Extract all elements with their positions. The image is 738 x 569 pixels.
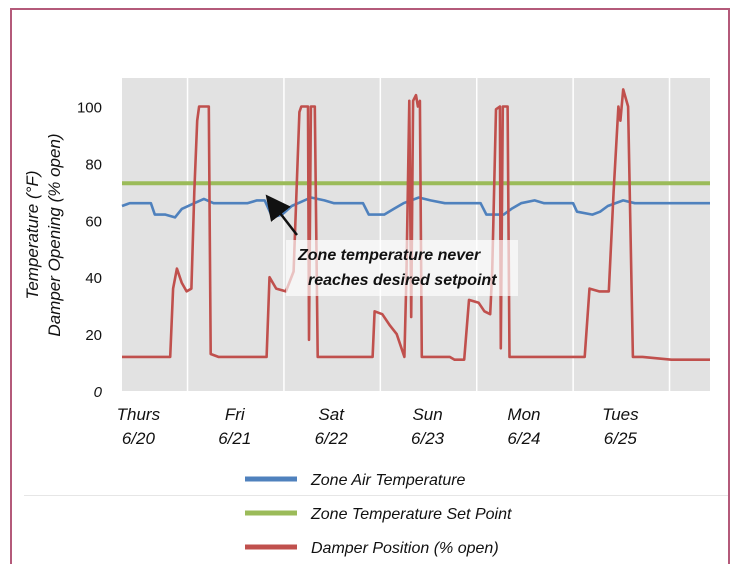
x-tick-date: 6/20 xyxy=(122,429,156,448)
divider xyxy=(24,495,728,496)
x-tick-date: 6/22 xyxy=(315,429,349,448)
legend-item-zone-temperature-set-point: Zone Temperature Set Point xyxy=(245,506,512,523)
y-axis-label-line1: Temperature (°F) xyxy=(23,171,42,300)
series-line-2 xyxy=(122,88,710,361)
y-tick-label: 0 xyxy=(94,384,103,401)
annotation-arrow xyxy=(265,194,298,236)
x-tick-date: 6/24 xyxy=(507,429,540,448)
x-tick-day: Thurs xyxy=(117,405,161,424)
x-tick-date: 6/21 xyxy=(218,429,251,448)
x-tick-labels: Thurs 6/20 Fri 6/21 Sat 6/22 Sun 6/23 Mon 6/24 Tue… xyxy=(117,405,639,448)
x-tick-day: Mon xyxy=(507,405,540,424)
legend-label-zone-temperature-set-point: Zone Temperature Set Point xyxy=(310,506,512,523)
y-tick-label: 20 xyxy=(85,327,102,344)
x-tick-day: Sun xyxy=(412,405,442,424)
y-axis-label-line2: Damper Opening (% open) xyxy=(45,133,64,336)
legend-item-zone-air-temperature: Zone Air Temperature xyxy=(245,472,466,489)
series-lines xyxy=(121,88,710,361)
annotation-background xyxy=(286,240,518,296)
x-tick-day: Sat xyxy=(318,405,345,424)
legend: Zone Air Temperature Zone Temperature Se… xyxy=(245,472,512,557)
y-tick-label: 80 xyxy=(85,156,102,173)
gridlines xyxy=(186,78,671,391)
x-tick-date: 6/23 xyxy=(411,429,445,448)
legend-item-damper-position: Damper Position (% open) xyxy=(245,540,499,557)
x-tick-day: Fri xyxy=(225,405,246,424)
y-tick-label: 40 xyxy=(85,270,102,287)
annotation-line1: Zone temperature never xyxy=(297,247,481,264)
annotation-line2: reaches desired setpoint xyxy=(308,272,497,289)
legend-label-zone-air-temperature: Zone Air Temperature xyxy=(310,472,466,489)
y-tick-label: 100 xyxy=(77,99,102,116)
annotation: Zone temperature never reaches desired s… xyxy=(265,194,518,296)
legend-label-damper-position: Damper Position (% open) xyxy=(311,540,499,557)
y-axis-label: Temperature (°F) Damper Opening (% open) xyxy=(23,133,64,336)
y-tick-label: 60 xyxy=(85,213,102,230)
slide-frame xyxy=(10,8,730,564)
y-tick-labels: 0 20 40 60 80 100 xyxy=(77,99,103,401)
series-line-0 xyxy=(121,196,710,219)
x-tick-day: Tues xyxy=(602,405,639,424)
x-tick-date: 6/25 xyxy=(604,429,638,448)
